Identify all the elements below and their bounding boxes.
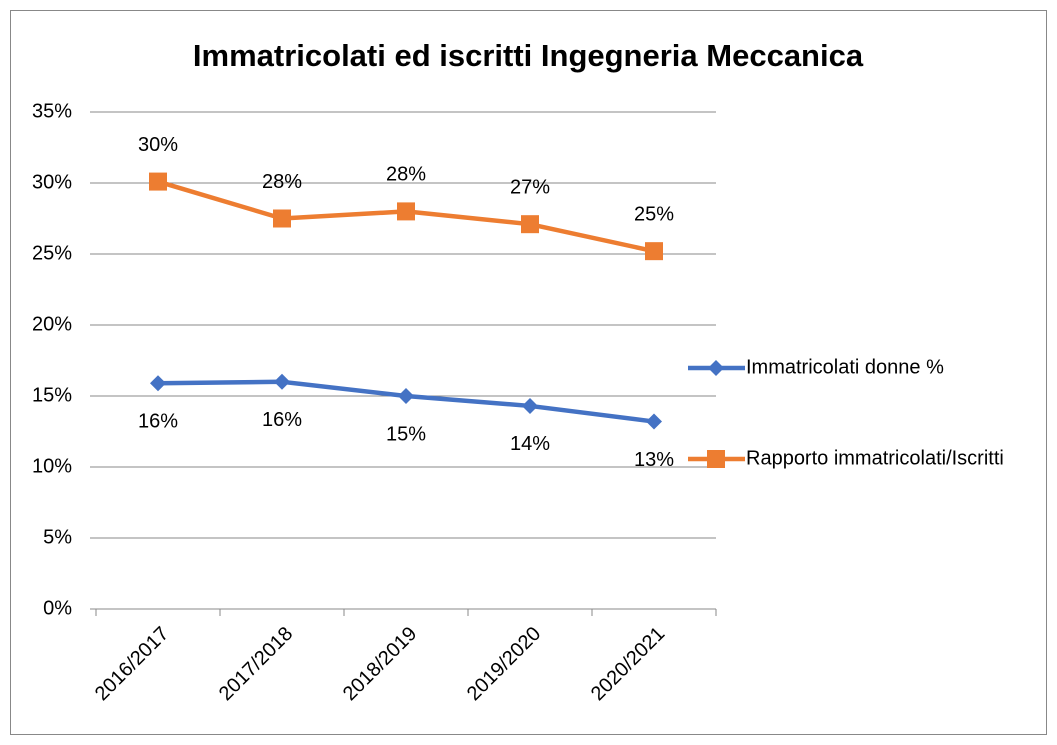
marker bbox=[150, 375, 166, 392]
y-tick-label: 0% bbox=[43, 597, 72, 619]
y-tick-label: 10% bbox=[32, 455, 72, 477]
marker bbox=[522, 397, 538, 414]
legend-marker bbox=[707, 450, 725, 468]
chart-frame bbox=[10, 10, 1047, 735]
data-label: 15% bbox=[386, 423, 426, 445]
y-tick-label: 35% bbox=[32, 100, 72, 122]
legend-label: Immatricolati donne % bbox=[746, 356, 944, 378]
marker bbox=[645, 242, 663, 261]
y-tick-label: 30% bbox=[32, 171, 72, 193]
y-tick-label: 25% bbox=[32, 242, 72, 264]
marker bbox=[273, 209, 291, 228]
data-label: 28% bbox=[386, 164, 426, 186]
data-label: 30% bbox=[138, 134, 178, 156]
data-label: 16% bbox=[262, 409, 302, 431]
data-label: 25% bbox=[634, 203, 674, 225]
legend-label: Rapporto immatricolati/Iscritti bbox=[746, 447, 1004, 469]
data-label: 16% bbox=[138, 411, 178, 433]
marker bbox=[646, 413, 662, 430]
marker bbox=[397, 202, 415, 221]
marker bbox=[274, 373, 290, 390]
legend-marker bbox=[708, 360, 724, 376]
y-tick-label: 15% bbox=[32, 384, 72, 406]
data-label: 14% bbox=[510, 433, 550, 455]
marker bbox=[398, 388, 414, 404]
data-label: 27% bbox=[510, 176, 550, 198]
chart-title: Immatricolati ed iscritti Ingegneria Mec… bbox=[193, 38, 864, 73]
marker bbox=[149, 172, 167, 191]
y-tick-label: 20% bbox=[32, 313, 72, 335]
marker bbox=[521, 215, 539, 234]
data-label: 28% bbox=[262, 171, 302, 193]
data-label: 13% bbox=[634, 449, 674, 471]
y-tick-label: 5% bbox=[43, 526, 72, 548]
